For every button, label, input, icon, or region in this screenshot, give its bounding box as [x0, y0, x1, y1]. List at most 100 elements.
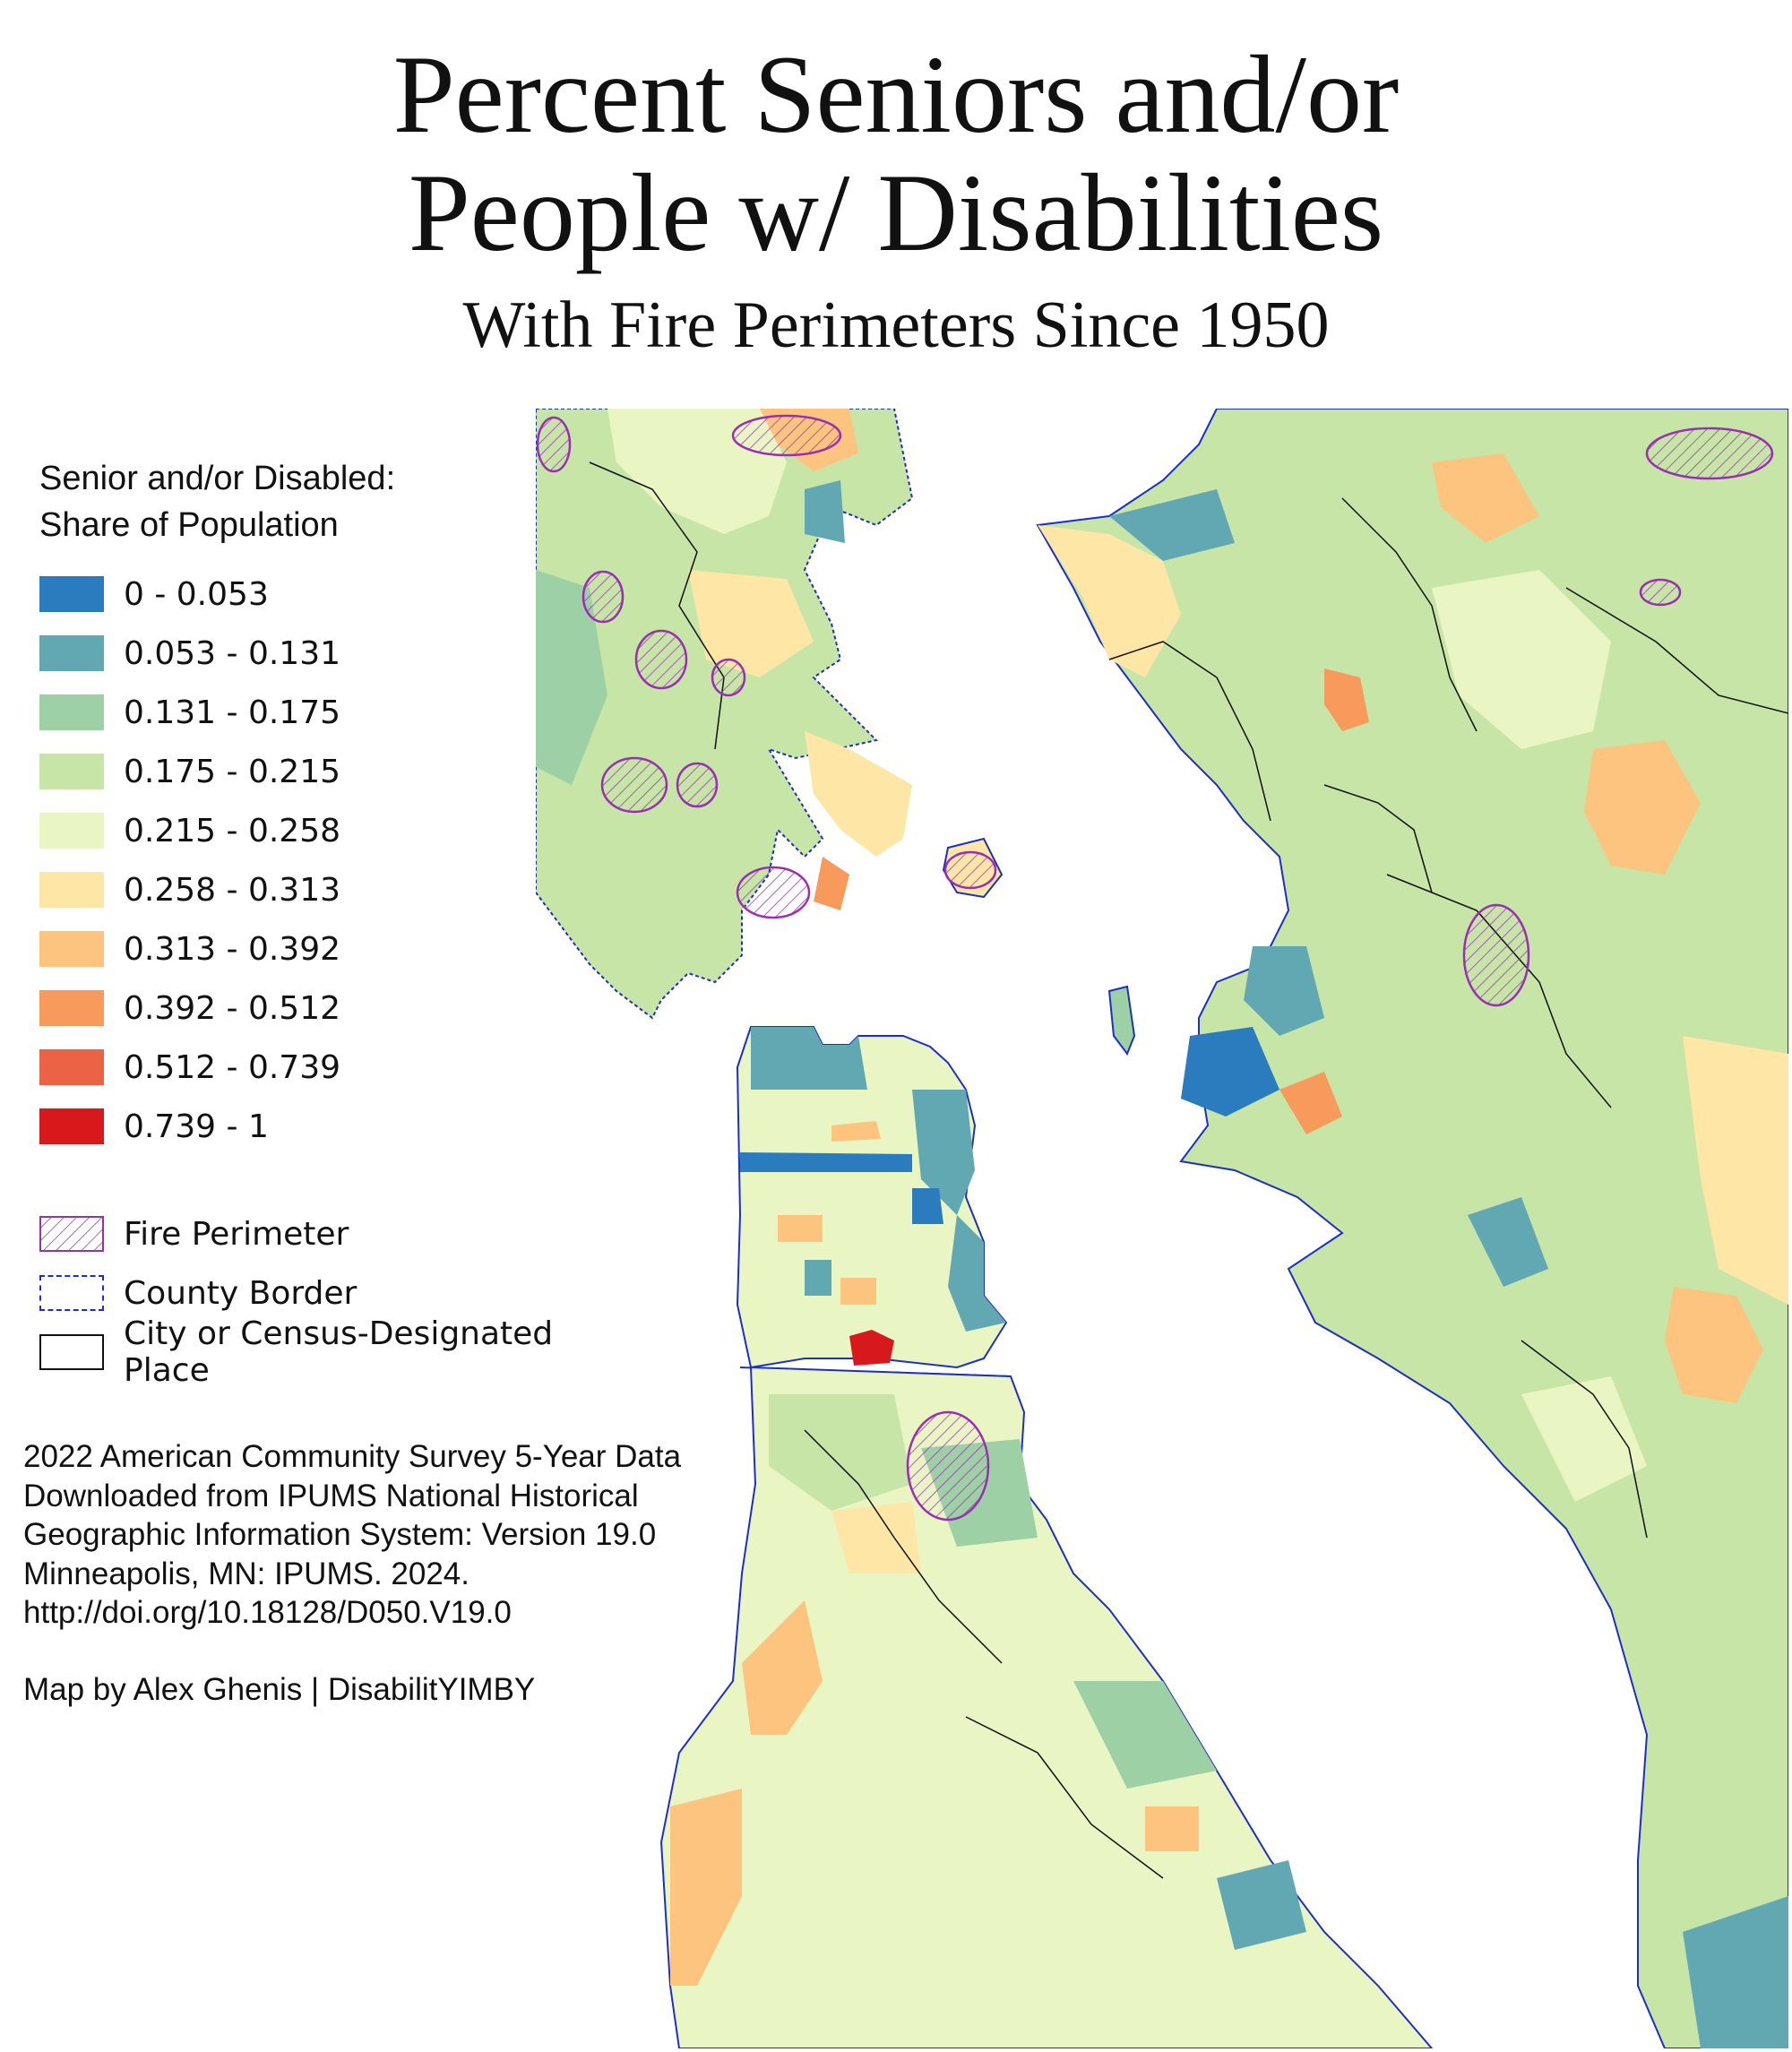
sf-tract-orange-c — [840, 1278, 876, 1305]
city-boundary-4 — [1565, 587, 1788, 714]
legend-class-label: 0.258 - 0.313 — [124, 871, 340, 909]
east-bay-tract-oakland-blue — [1181, 1027, 1279, 1117]
sf-tract-orange-a — [831, 1121, 881, 1142]
marin-tract-coast — [536, 570, 607, 785]
marin-landmass — [536, 409, 914, 1020]
east-bay-tract-yellow-east — [1683, 1036, 1788, 1305]
legend-label-county-border: County Border — [124, 1274, 358, 1312]
legend-item-class-1: 0.053 - 0.131 — [39, 624, 577, 683]
fire-perimeter-marin-7 — [676, 762, 719, 808]
city-boundary-7 — [965, 1716, 1164, 1879]
fire-perimeter-marin-5 — [711, 658, 746, 697]
legend-item-class-4: 0.215 - 0.258 — [39, 801, 577, 860]
legend-item-class-6: 0.313 - 0.392 — [39, 919, 577, 979]
sf-tract-blue-c — [912, 1188, 943, 1224]
city-boundary-6 — [804, 1429, 1003, 1664]
legend-swatch — [39, 931, 104, 967]
east-bay-tract-yellow-south — [1521, 1376, 1647, 1502]
city-boundary-5 — [1386, 874, 1612, 1108]
marin-tract-tiburon — [805, 731, 912, 857]
sf-tract-goldengatepark — [740, 1152, 912, 1172]
sf-tract-presidio — [751, 1027, 867, 1090]
author-credit: Map by Alex Ghenis | DisabilitYIMBY — [23, 1671, 536, 1707]
legend-item-class-7: 0.392 - 0.512 — [39, 979, 577, 1038]
map-subtitle: With Fire Perimeters Since 1950 — [462, 289, 1330, 362]
peninsula-tract-coast-orange — [670, 1789, 742, 1986]
legend-heading-line-1: Senior and/or Disabled: — [39, 460, 396, 497]
legend-item-fire-perimeter: Fire Perimeter — [39, 1204, 577, 1263]
legend-class-label: 0.313 - 0.392 — [124, 930, 340, 968]
sf-tract-orange-b — [778, 1215, 823, 1242]
legend-swatch — [39, 872, 104, 908]
marin-tract-orange-2 — [814, 857, 849, 910]
legend-item-class-3: 0.175 - 0.215 — [39, 742, 577, 801]
marin-tract-sausalito — [688, 570, 814, 677]
legend-item-city-place: City or Census-Designated Place — [39, 1315, 577, 1389]
legend-heading-line-2: Share of Population — [39, 506, 339, 544]
east-bay-region — [1036, 409, 1788, 2048]
bay-area-choropleth-map — [536, 409, 1788, 2048]
county-border-swatch — [39, 1275, 104, 1311]
legend-class-label: 0.175 - 0.215 — [124, 753, 340, 790]
credit-line-1: 2022 American Community Survey 5-Year Da… — [23, 1439, 682, 1474]
credit-line-5: http://doi.org/10.18128/D050.V19.0 — [23, 1595, 512, 1630]
credit-line-4: Minneapolis, MN: IPUMS. 2024. — [23, 1556, 470, 1591]
data-source-credits: 2022 American Community Survey 5-Year Da… — [23, 1437, 740, 1709]
legend-swatch — [39, 1049, 104, 1085]
east-bay-tract-orange-central — [1584, 740, 1701, 875]
fire-perimeter-eastbay-3 — [1639, 578, 1682, 607]
fire-perimeter-marin-6 — [731, 414, 842, 457]
legend-class-label: 0.053 - 0.131 — [124, 634, 340, 672]
legend-class-label: 0 - 0.053 — [124, 575, 269, 613]
city-boundary-2 — [1108, 641, 1271, 822]
legend-class-list: 0 - 0.053 0.053 - 0.131 0.131 - 0.175 0.175… — [39, 565, 577, 1156]
legend-swatch — [39, 694, 104, 730]
city-place-swatch — [39, 1334, 104, 1370]
peninsula-tract-orange-mid — [1145, 1806, 1199, 1851]
fire-perimeter-eastbay-1 — [1645, 427, 1774, 480]
peninsula-region — [659, 1366, 1434, 2048]
legend-swatch — [39, 990, 104, 1026]
fire-perimeter-sanbruno — [906, 1410, 990, 1522]
peninsula-tract-teal-b — [1073, 1681, 1217, 1789]
fire-perimeter-marin-4 — [736, 866, 811, 919]
east-bay-tract-teal-hayward — [1468, 1197, 1548, 1287]
sf-tract-downtown — [912, 1090, 975, 1215]
legend-swatch — [39, 576, 104, 612]
legend-label-city-place: City or Census-Designated Place — [124, 1315, 554, 1389]
east-bay-tract-berkeley-orange — [1324, 668, 1369, 731]
treasure-island — [1107, 985, 1136, 1056]
legend-swatch — [39, 813, 104, 849]
map-title-line-1: Percent Seniors and/or — [392, 33, 1400, 156]
sf-tract-red — [849, 1330, 894, 1366]
east-bay-tract-yellow-hills — [1432, 570, 1611, 749]
legend-item-county-border: County Border — [39, 1263, 577, 1323]
east-bay-tract-elcerrito — [1109, 489, 1235, 561]
credit-line-3: Geographic Information System: Version 1… — [23, 1517, 657, 1552]
east-bay-tract-orange-north — [1432, 453, 1539, 543]
east-bay-tract-richmond — [1038, 525, 1181, 677]
peninsula-tract-green-a — [769, 1394, 912, 1511]
fire-perimeter-marin-2 — [634, 629, 688, 690]
east-bay-tract-oakland-teal — [1244, 946, 1324, 1036]
fire-perimeter-marin-1 — [582, 570, 625, 624]
fire-perimeters — [536, 414, 1774, 1522]
peninsula-tract-yellow-mid — [831, 1502, 921, 1573]
legend-item-class-9: 0.739 - 1 — [39, 1097, 577, 1156]
legend-class-label: 0.512 - 0.739 — [124, 1048, 340, 1086]
legend-item-class-8: 0.512 - 0.739 — [39, 1038, 577, 1097]
legend-item-class-0: 0 - 0.053 — [39, 565, 577, 624]
fire-perimeter-tiburon — [943, 850, 997, 890]
map-title-block: Percent Seniors and/or People w/ Disabil… — [0, 36, 1792, 366]
city-boundary-3 — [1341, 497, 1478, 732]
marin-tract-blue — [805, 480, 845, 543]
legend-label-fire-perimeter: Fire Perimeter — [124, 1215, 349, 1253]
sf-tract-teal-b — [805, 1260, 831, 1296]
legend-item-class-2: 0.131 - 0.175 — [39, 683, 577, 742]
east-bay-tract-orange-oak — [1279, 1072, 1342, 1134]
map-legend: Senior and/or Disabled: Share of Populat… — [39, 455, 577, 1389]
east-bay-tract-teal-southeast — [1683, 1896, 1788, 2048]
fire-perimeter-marin-3 — [600, 756, 668, 814]
city-boundary-8 — [1521, 1340, 1648, 1539]
peninsula-tract-coast-orange-2 — [742, 1600, 823, 1735]
